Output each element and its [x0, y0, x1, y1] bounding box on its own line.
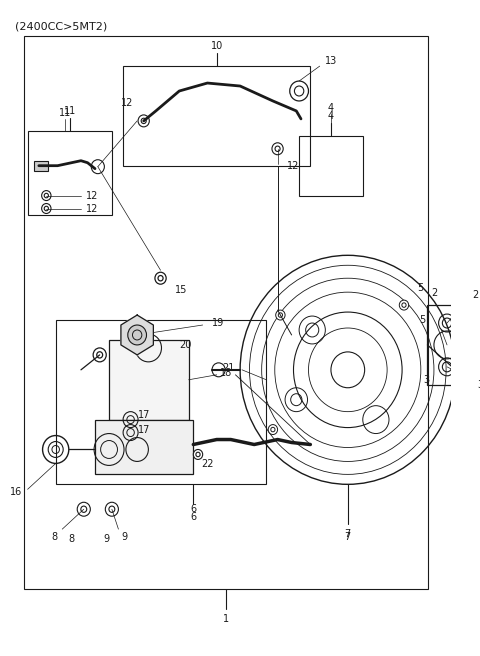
Text: 11: 11	[59, 108, 71, 118]
Ellipse shape	[77, 502, 90, 516]
Text: 8: 8	[69, 534, 75, 544]
Ellipse shape	[81, 506, 87, 512]
Ellipse shape	[128, 325, 146, 345]
Ellipse shape	[276, 310, 285, 320]
Text: 8: 8	[51, 532, 58, 542]
Text: 17: 17	[137, 409, 150, 420]
Bar	[109, 340, 189, 420]
Ellipse shape	[158, 276, 163, 281]
Text: 3: 3	[477, 380, 480, 390]
Text: 12: 12	[85, 190, 98, 201]
Text: 6: 6	[190, 512, 196, 522]
Ellipse shape	[155, 272, 166, 284]
Bar	[123, 66, 311, 166]
Text: 22: 22	[201, 459, 214, 470]
Ellipse shape	[109, 506, 115, 512]
Text: 5: 5	[419, 315, 425, 325]
Ellipse shape	[271, 427, 275, 432]
Ellipse shape	[97, 352, 103, 358]
Ellipse shape	[44, 194, 48, 198]
Bar	[56, 320, 266, 484]
Polygon shape	[121, 315, 154, 355]
Ellipse shape	[42, 203, 51, 213]
Bar	[28, 131, 112, 215]
Ellipse shape	[138, 115, 149, 127]
Ellipse shape	[44, 206, 48, 211]
Bar	[24, 36, 428, 589]
Text: 12: 12	[287, 161, 300, 171]
Text: 4: 4	[328, 103, 334, 113]
Text: 17: 17	[137, 424, 150, 434]
Bar	[95, 420, 193, 474]
Bar	[299, 136, 363, 195]
Ellipse shape	[399, 300, 408, 310]
Ellipse shape	[196, 452, 200, 457]
Text: 15: 15	[175, 285, 187, 295]
Ellipse shape	[93, 348, 106, 362]
Ellipse shape	[42, 191, 51, 201]
Ellipse shape	[268, 424, 277, 434]
Text: 6: 6	[190, 504, 196, 514]
Text: 18: 18	[219, 368, 232, 378]
Text: 4: 4	[328, 111, 334, 121]
Text: 2: 2	[431, 288, 437, 298]
Ellipse shape	[402, 303, 406, 308]
Ellipse shape	[275, 146, 280, 152]
Text: 10: 10	[211, 41, 223, 51]
Text: 12: 12	[85, 203, 98, 213]
Text: 12: 12	[120, 98, 133, 108]
Text: 9: 9	[103, 534, 109, 544]
Text: 3: 3	[423, 375, 430, 385]
Ellipse shape	[193, 449, 203, 459]
Text: 21: 21	[222, 363, 234, 373]
Text: 2: 2	[472, 290, 479, 300]
Text: 9: 9	[121, 532, 127, 542]
Text: 13: 13	[325, 56, 337, 66]
Bar	[427, 305, 467, 385]
Text: 5: 5	[417, 283, 423, 293]
Text: 20: 20	[179, 340, 192, 350]
Ellipse shape	[141, 118, 146, 123]
Text: 16: 16	[10, 487, 22, 497]
Text: 7: 7	[345, 532, 351, 542]
Text: 19: 19	[212, 318, 224, 328]
Ellipse shape	[278, 313, 283, 318]
Text: 11: 11	[64, 106, 76, 116]
Text: 7: 7	[345, 529, 351, 539]
Bar	[34, 161, 48, 171]
Ellipse shape	[105, 502, 119, 516]
Ellipse shape	[272, 143, 283, 155]
Text: 1: 1	[223, 614, 229, 624]
Text: (2400CC>5MT2): (2400CC>5MT2)	[15, 21, 108, 31]
